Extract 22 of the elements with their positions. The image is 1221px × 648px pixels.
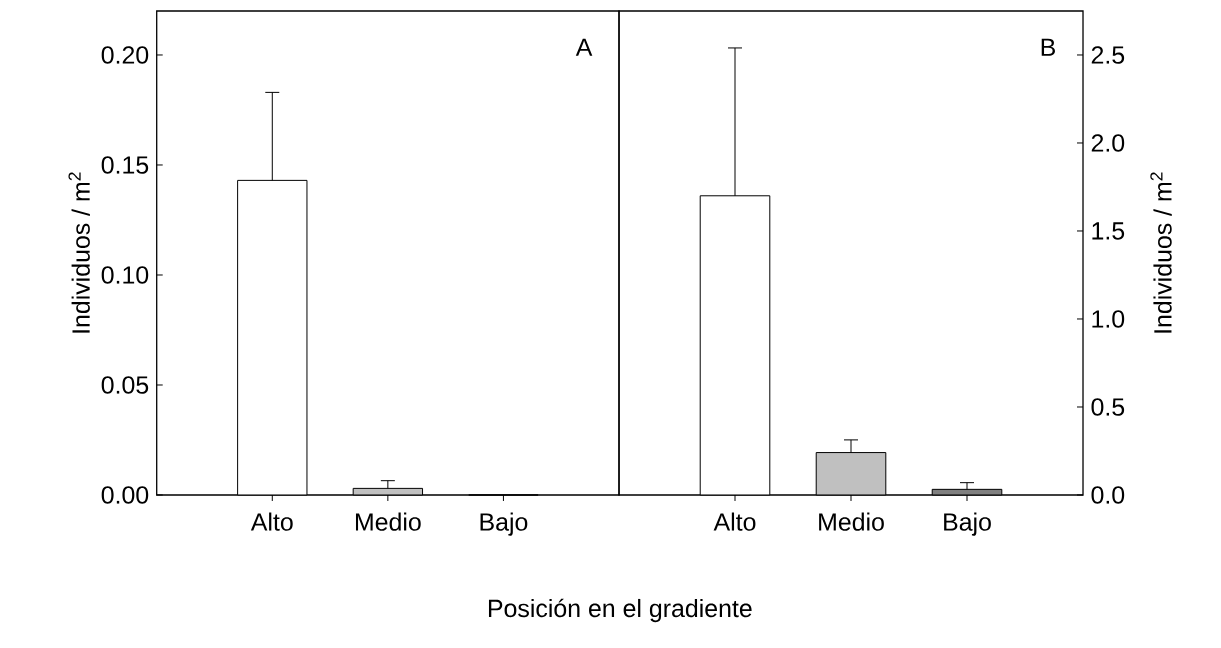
x-axis-title: Posición en el gradiente bbox=[488, 598, 752, 623]
y-tick-label: 0.0 bbox=[1091, 486, 1125, 504]
y-axis-title: Individuos / m$^{2}$ bbox=[68, 172, 90, 333]
y-tick-label: 0.00 bbox=[101, 486, 149, 504]
x-tick-label: Alto bbox=[713, 512, 756, 531]
y-tick-label: 1.5 bbox=[1092, 222, 1125, 240]
x-tick-label: Medio bbox=[355, 512, 421, 531]
y-tick-label: 1.0 bbox=[1092, 310, 1125, 328]
y-tick-label: 0.5 bbox=[1091, 398, 1125, 416]
x-tick-label: Medio bbox=[819, 512, 884, 531]
annotation: B bbox=[1041, 38, 1055, 56]
y-tick-label: 0.05 bbox=[101, 376, 149, 394]
annotation: A bbox=[575, 38, 593, 56]
y-tick-label: 2.0 bbox=[1091, 134, 1125, 152]
x-tick-label: Alto bbox=[250, 512, 293, 531]
x-tick-label: Bajo bbox=[944, 512, 991, 536]
x-tick-label: Bajo bbox=[480, 512, 528, 536]
y-tick-label: 2.5 bbox=[1091, 46, 1125, 64]
y-tick-label: 0.20 bbox=[101, 46, 149, 64]
y-axis-title: Individuos / m$^{2}$ bbox=[1150, 172, 1172, 333]
y-tick-label: 0.10 bbox=[101, 266, 149, 284]
y-tick-label: 0.15 bbox=[101, 156, 149, 174]
